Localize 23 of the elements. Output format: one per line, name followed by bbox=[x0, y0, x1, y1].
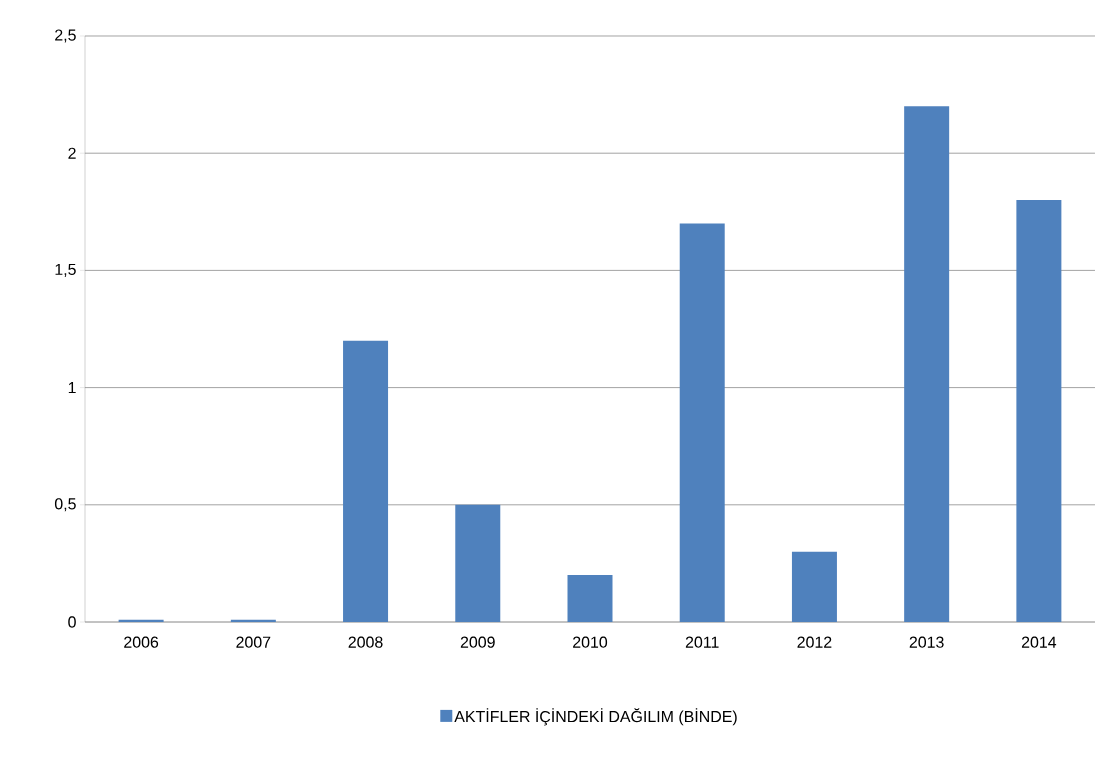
y-tick-label: 2 bbox=[68, 147, 76, 159]
x-tick-label: 2006 bbox=[124, 636, 159, 648]
x-tick-label: 2010 bbox=[573, 636, 608, 648]
bar bbox=[791, 551, 837, 622]
bar bbox=[679, 223, 725, 622]
y-tick-label: 1,5 bbox=[55, 263, 76, 277]
x-tick-label: 2011 bbox=[685, 636, 719, 648]
x-tick-label: 2013 bbox=[909, 636, 944, 648]
bar bbox=[455, 504, 501, 622]
legend-label: AKTİFLER İÇİNDEKİ DAĞILIM (BİNDE) bbox=[454, 708, 737, 726]
bar bbox=[343, 340, 389, 622]
y-tick-label: 0 bbox=[68, 616, 76, 628]
y-tick-label: 2,5 bbox=[55, 29, 76, 43]
y-tick-label: 1 bbox=[68, 382, 76, 394]
bar bbox=[1016, 200, 1062, 622]
y-tick-label: 0,5 bbox=[54, 498, 76, 512]
x-tick-label: 2014 bbox=[1021, 636, 1057, 648]
x-tick-label: 2008 bbox=[348, 636, 383, 648]
x-tick-label: 2009 bbox=[460, 636, 495, 648]
x-tick-label: 2012 bbox=[797, 636, 832, 648]
bar bbox=[567, 575, 613, 622]
x-tick-label: 2007 bbox=[236, 636, 271, 648]
bar bbox=[904, 106, 950, 622]
